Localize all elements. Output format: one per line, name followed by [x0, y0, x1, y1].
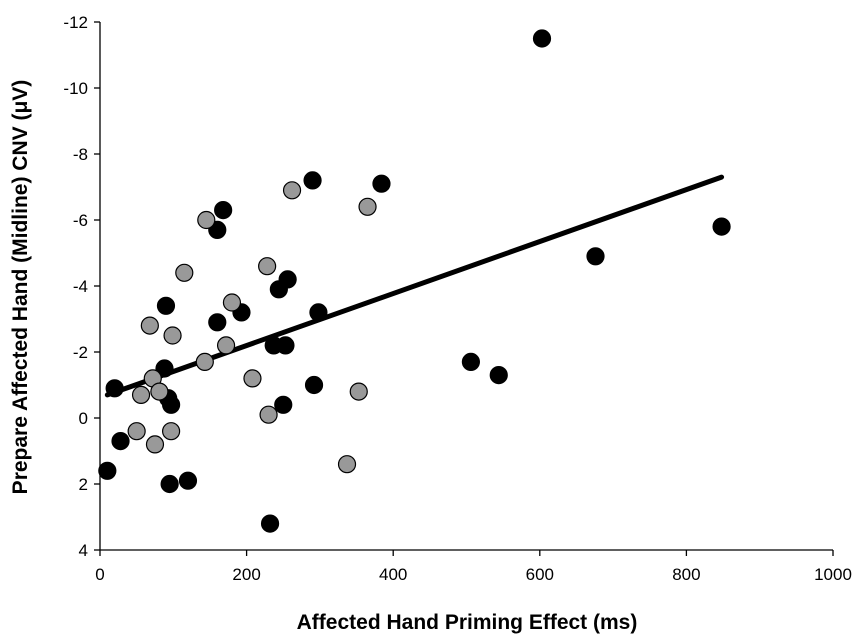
- data-point: [278, 270, 297, 289]
- y-tick-label: 4: [79, 541, 88, 560]
- x-axis-title: Affected Hand Priming Effect (ms): [297, 611, 638, 634]
- y-axis-title: Prepare Affected Hand (Midline) CNV (μV): [9, 80, 32, 495]
- data-point: [372, 174, 391, 193]
- data-point: [127, 422, 146, 441]
- y-tick-label: -8: [73, 145, 88, 164]
- y-axis-ticks: -12 -10 -8 -6 -4 -2 0 2 4: [63, 13, 100, 560]
- data-point: [260, 514, 280, 533]
- x-tick-label: 800: [672, 565, 700, 584]
- data-point: [258, 257, 277, 276]
- data-point: [222, 293, 242, 312]
- data-point: [216, 336, 236, 355]
- data-point: [358, 197, 377, 216]
- data-point: [145, 435, 165, 454]
- data-point: [282, 181, 302, 200]
- data-point: [349, 382, 368, 401]
- x-axis-ticks: 0 200 400 600 800 1000: [95, 550, 852, 584]
- x-tick-label: 600: [526, 565, 554, 584]
- data-point: [98, 461, 117, 480]
- data-point: [304, 375, 324, 395]
- data-point: [131, 385, 151, 404]
- data-point: [208, 313, 227, 332]
- data-point: [276, 336, 295, 355]
- data-point: [489, 366, 508, 385]
- x-tick-label: 200: [232, 565, 260, 584]
- data-point: [111, 432, 130, 451]
- data-points: [98, 29, 731, 533]
- data-point: [155, 359, 174, 378]
- data-point: [162, 395, 181, 414]
- data-point: [162, 422, 181, 441]
- x-tick-label: 1000: [814, 565, 852, 584]
- y-tick-label: -10: [63, 79, 88, 98]
- data-point: [175, 263, 194, 282]
- y-tick-label: -12: [63, 13, 88, 32]
- data-point: [150, 382, 169, 401]
- data-point: [163, 326, 182, 345]
- x-tick-label: 400: [379, 565, 407, 584]
- data-point: [586, 247, 605, 266]
- data-point: [461, 352, 480, 371]
- y-tick-label: -2: [73, 343, 88, 362]
- y-tick-label: -4: [73, 277, 88, 296]
- y-tick-label: 2: [79, 475, 88, 494]
- data-point: [140, 316, 159, 335]
- data-point: [532, 29, 552, 48]
- data-point: [243, 369, 262, 388]
- data-point: [178, 471, 198, 490]
- data-point: [214, 201, 233, 220]
- data-point: [195, 352, 214, 371]
- data-point: [259, 405, 278, 424]
- data-point: [160, 474, 179, 494]
- data-point: [156, 296, 176, 315]
- data-point: [105, 379, 124, 398]
- y-tick-label: 0: [79, 409, 88, 428]
- data-point: [712, 217, 731, 236]
- y-tick-label: -6: [73, 211, 88, 230]
- data-point: [274, 395, 293, 414]
- data-point: [303, 171, 322, 190]
- data-point: [309, 303, 328, 322]
- data-point: [337, 455, 357, 474]
- x-tick-label: 0: [95, 565, 104, 584]
- data-point: [197, 210, 216, 230]
